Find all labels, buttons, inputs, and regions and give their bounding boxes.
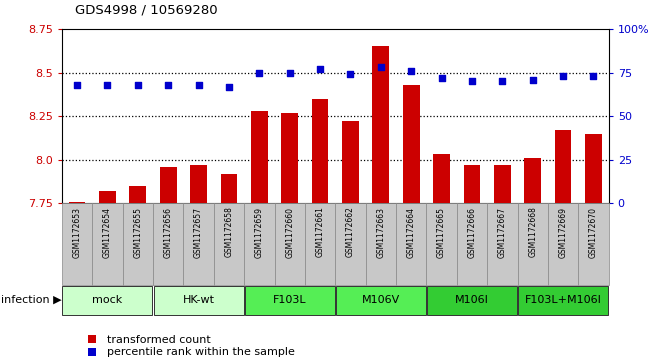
Bar	[494, 165, 510, 363]
Point	[558, 73, 568, 79]
Bar	[305, 203, 335, 285]
Point	[102, 82, 113, 88]
Bar	[159, 167, 176, 363]
Bar	[130, 186, 146, 363]
Point	[284, 70, 295, 76]
Bar	[62, 203, 92, 285]
Bar	[221, 174, 237, 363]
Legend: transformed count, percentile rank within the sample: transformed count, percentile rank withi…	[81, 335, 295, 358]
Bar	[342, 121, 359, 363]
Text: GSM1172653: GSM1172653	[72, 207, 81, 257]
Text: GSM1172664: GSM1172664	[407, 207, 416, 257]
Text: GDS4998 / 10569280: GDS4998 / 10569280	[75, 4, 217, 17]
Point	[436, 75, 447, 81]
Bar	[244, 203, 275, 285]
Bar	[518, 203, 548, 285]
Text: GSM1172660: GSM1172660	[285, 207, 294, 257]
Point	[345, 72, 355, 77]
Bar	[578, 203, 609, 285]
Point	[527, 77, 538, 82]
Bar	[154, 286, 243, 315]
Bar	[548, 203, 578, 285]
Bar	[275, 203, 305, 285]
Text: HK-wt: HK-wt	[182, 295, 215, 305]
Point	[497, 78, 508, 84]
Point	[376, 65, 386, 70]
Bar	[153, 203, 184, 285]
Bar	[122, 203, 153, 285]
Point	[72, 82, 82, 88]
Bar	[251, 111, 268, 363]
Text: GSM1172667: GSM1172667	[498, 207, 507, 257]
Bar	[99, 191, 116, 363]
Text: M106I: M106I	[455, 295, 489, 305]
Bar	[403, 85, 419, 363]
Text: GSM1172670: GSM1172670	[589, 207, 598, 257]
Bar	[336, 286, 426, 315]
Bar	[457, 203, 487, 285]
Bar	[312, 99, 329, 363]
Bar	[555, 130, 572, 363]
Text: GSM1172669: GSM1172669	[559, 207, 568, 257]
Text: F103L+M106I: F103L+M106I	[525, 295, 602, 305]
Point	[589, 73, 599, 79]
Bar	[434, 155, 450, 363]
Point	[163, 82, 173, 88]
Bar	[184, 203, 214, 285]
Bar	[92, 203, 122, 285]
Bar	[518, 286, 608, 315]
Bar	[366, 203, 396, 285]
Text: GSM1172657: GSM1172657	[194, 207, 203, 257]
Point	[467, 78, 477, 84]
Text: M106V: M106V	[362, 295, 400, 305]
Text: GSM1172659: GSM1172659	[255, 207, 264, 257]
Text: GSM1172661: GSM1172661	[316, 207, 325, 257]
Point	[406, 68, 417, 74]
Point	[133, 82, 143, 88]
Text: F103L: F103L	[273, 295, 307, 305]
Bar	[464, 165, 480, 363]
Bar	[281, 113, 298, 363]
Bar	[427, 286, 517, 315]
Bar	[245, 286, 335, 315]
Text: GSM1172656: GSM1172656	[163, 207, 173, 257]
Bar	[62, 286, 152, 315]
Text: GSM1172668: GSM1172668	[528, 207, 537, 257]
Text: GSM1172655: GSM1172655	[133, 207, 143, 257]
Point	[193, 82, 204, 88]
Bar	[335, 203, 366, 285]
Bar	[69, 201, 85, 363]
Text: GSM1172662: GSM1172662	[346, 207, 355, 257]
Text: infection ▶: infection ▶	[1, 295, 62, 305]
Text: mock: mock	[92, 295, 122, 305]
Point	[315, 66, 326, 72]
Bar	[372, 46, 389, 363]
Bar	[426, 203, 457, 285]
Bar	[190, 165, 207, 363]
Text: GSM1172658: GSM1172658	[225, 207, 234, 257]
Bar	[487, 203, 518, 285]
Bar	[396, 203, 426, 285]
Text: GSM1172663: GSM1172663	[376, 207, 385, 257]
Point	[224, 83, 234, 89]
Text: GSM1172654: GSM1172654	[103, 207, 112, 257]
Text: GSM1172665: GSM1172665	[437, 207, 446, 257]
Bar	[525, 158, 541, 363]
Bar	[214, 203, 244, 285]
Bar	[585, 134, 602, 363]
Point	[254, 70, 264, 76]
Text: GSM1172666: GSM1172666	[467, 207, 477, 257]
